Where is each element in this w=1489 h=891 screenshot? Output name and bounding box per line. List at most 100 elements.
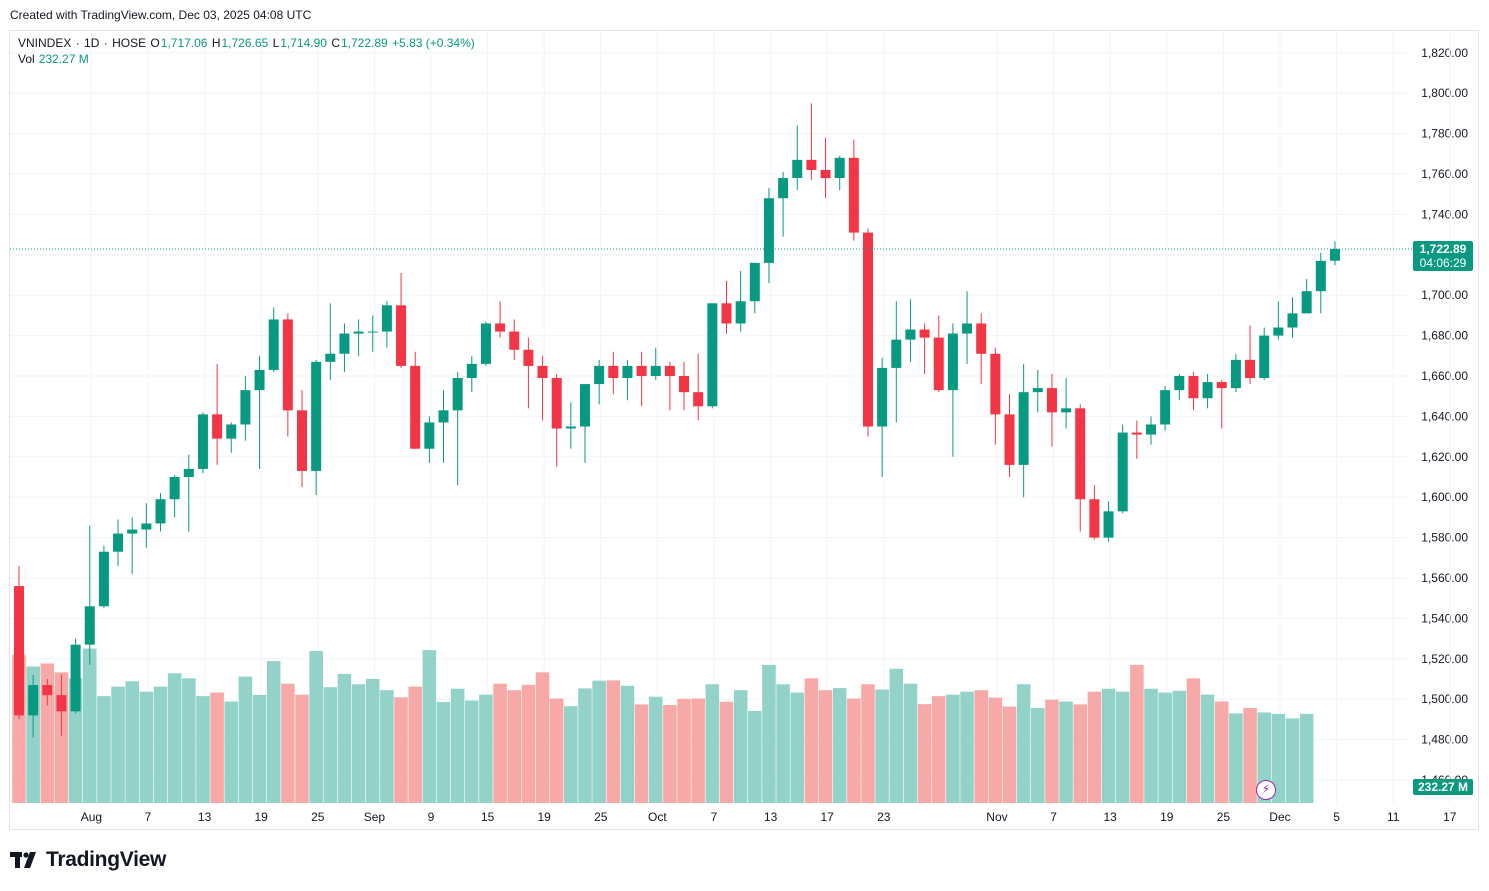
legend-high-label: H — [211, 36, 221, 50]
volume-bar — [281, 683, 295, 803]
candle-body — [254, 369, 265, 391]
candle-body — [183, 468, 194, 477]
volume-bar — [153, 686, 168, 803]
volume-bar — [762, 664, 776, 803]
candle-body — [311, 361, 322, 471]
x-tick-label: 25 — [594, 810, 608, 824]
candle-body — [933, 337, 944, 391]
legend-symbol[interactable]: VNINDEX — [18, 36, 72, 50]
candle-body — [325, 353, 336, 362]
last-price-tag: 1,722.89 04:06:29 — [1413, 241, 1473, 271]
candle-body — [919, 329, 930, 338]
candle-body — [42, 685, 53, 696]
volume-bar — [97, 696, 111, 803]
volume-bar — [1243, 708, 1257, 803]
legend-open: 1,717.06 — [160, 36, 208, 50]
volume-bar — [521, 684, 536, 803]
volume-bar — [592, 680, 606, 803]
volume-bar — [889, 668, 904, 803]
volume-bar — [663, 705, 677, 803]
candle-body — [480, 323, 491, 364]
candle-body — [523, 349, 534, 366]
x-tick-label: 19 — [254, 810, 268, 824]
volume-bar — [224, 701, 239, 803]
volume-legend: Vol 232.27 M — [18, 52, 89, 66]
volume-bar — [1144, 688, 1158, 803]
x-tick-label: Oct — [648, 810, 667, 824]
volume-bar — [479, 694, 493, 803]
legend-close: 1,722.89 — [340, 36, 388, 50]
candle-body — [28, 685, 39, 716]
volume-bar — [1101, 688, 1116, 803]
volume-bar — [323, 687, 338, 803]
x-tick-label: 9 — [428, 810, 435, 824]
volume-bar — [196, 696, 210, 803]
volume-bar — [380, 690, 394, 803]
volume-bar — [818, 690, 833, 803]
candle-body — [169, 477, 180, 500]
candle-body — [396, 305, 407, 366]
volume-bar — [988, 697, 1003, 803]
chart-frame[interactable] — [9, 30, 1479, 830]
x-tick-label: 25 — [1217, 810, 1231, 824]
volume-bar — [535, 672, 550, 803]
volume-bar — [903, 683, 918, 803]
volume-bar — [111, 686, 125, 803]
candle-body — [452, 378, 463, 411]
tradingview-logo[interactable]: TradingView — [10, 848, 166, 872]
x-tick-label: 19 — [1160, 810, 1174, 824]
volume-bar — [875, 689, 889, 803]
candle-body — [763, 198, 774, 263]
volume-bar — [408, 686, 422, 803]
volume-bar — [422, 650, 437, 803]
candle-body — [848, 157, 859, 233]
x-tick-label: 13 — [198, 810, 212, 824]
y-tick-label: 1,680.00 — [1421, 329, 1468, 343]
volume-bar — [1045, 699, 1059, 803]
volume-bar — [705, 684, 720, 803]
candle-body — [650, 365, 661, 376]
volume-bar — [677, 698, 691, 803]
candle-body — [1160, 390, 1171, 425]
candle-body — [1174, 376, 1185, 391]
x-tick-label: 23 — [877, 810, 891, 824]
volume-legend-label: Vol — [18, 52, 35, 66]
candle-body — [268, 319, 279, 370]
candle-body — [820, 169, 831, 179]
volume-bar — [1158, 692, 1172, 803]
candle-body — [381, 305, 392, 332]
volume-bar — [790, 692, 805, 803]
volume-bar — [606, 680, 621, 803]
candle-body — [155, 499, 166, 524]
candle-body — [551, 378, 562, 429]
volume-bar — [931, 696, 946, 803]
candle-body — [410, 365, 421, 449]
candle-body — [877, 367, 888, 427]
candle-body — [565, 426, 576, 429]
y-tick-label: 1,480.00 — [1421, 733, 1468, 747]
x-tick-label: 7 — [1050, 810, 1057, 824]
candle-body — [127, 529, 138, 534]
volume-bar — [847, 698, 861, 803]
y-tick-label: 1,640.00 — [1421, 409, 1468, 423]
candle-body — [636, 365, 647, 376]
tradingview-logo-text: TradingView — [46, 848, 167, 871]
volume-bar — [917, 704, 932, 803]
lightning-icon[interactable]: ⚡ — [1256, 780, 1276, 800]
candle-body — [1259, 335, 1270, 379]
volume-bar — [1002, 706, 1017, 803]
candle-body — [84, 606, 95, 645]
legend-interval: 1D — [84, 36, 100, 50]
x-tick-label: 13 — [1103, 810, 1117, 824]
y-tick-label: 1,520.00 — [1421, 652, 1468, 666]
volume-bar — [564, 706, 578, 803]
candle-body — [693, 392, 704, 407]
volume-bar — [974, 690, 988, 803]
candle-body — [1245, 359, 1256, 379]
volume-bar — [1299, 713, 1314, 803]
bar-countdown: 04:06:29 — [1419, 256, 1467, 270]
volume-bar — [1031, 708, 1045, 803]
volume-bar — [1172, 690, 1187, 803]
candle-body — [608, 365, 619, 379]
